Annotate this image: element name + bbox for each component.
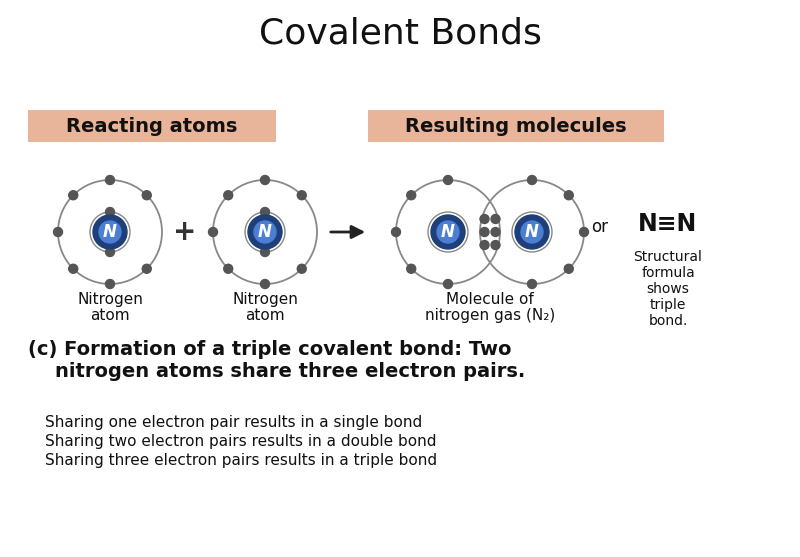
Circle shape [93,215,127,249]
Circle shape [248,215,282,249]
Circle shape [261,208,270,217]
Circle shape [391,227,401,237]
Circle shape [406,264,416,273]
Circle shape [298,190,306,200]
Circle shape [527,175,537,184]
Circle shape [480,214,489,223]
Text: Sharing three electron pairs results in a triple bond: Sharing three electron pairs results in … [45,453,437,468]
Text: Sharing one electron pair results in a single bond: Sharing one electron pair results in a s… [45,415,422,430]
Text: shows: shows [646,282,690,296]
Circle shape [406,190,416,200]
Text: atom: atom [90,308,130,323]
Text: Nitrogen: Nitrogen [77,292,143,307]
Text: nitrogen atoms share three electron pairs.: nitrogen atoms share three electron pair… [28,362,526,381]
Text: or: or [591,218,609,236]
Circle shape [579,227,589,237]
Circle shape [521,221,543,243]
Text: N≡N: N≡N [638,212,698,236]
Circle shape [99,221,121,243]
Text: atom: atom [245,308,285,323]
Circle shape [437,221,459,243]
Circle shape [142,190,151,200]
Text: Covalent Bonds: Covalent Bonds [258,17,542,51]
Circle shape [491,227,500,237]
Text: Nitrogen: Nitrogen [232,292,298,307]
Text: Resulting molecules: Resulting molecules [405,116,627,135]
Circle shape [527,280,537,289]
Circle shape [298,264,306,273]
Text: N: N [103,223,117,241]
Text: Sharing two electron pairs results in a double bond: Sharing two electron pairs results in a … [45,434,437,449]
Circle shape [443,175,453,184]
FancyBboxPatch shape [28,110,276,142]
Circle shape [224,264,233,273]
Text: N: N [258,223,272,241]
Circle shape [69,264,78,273]
Circle shape [443,280,453,289]
Circle shape [480,241,489,250]
Circle shape [491,214,500,223]
Text: +: + [174,218,197,246]
Circle shape [564,264,574,273]
Text: Structural: Structural [634,250,702,264]
Circle shape [261,247,270,257]
Circle shape [106,175,114,184]
Circle shape [261,280,270,289]
Circle shape [564,190,574,200]
Text: N: N [441,223,455,241]
Text: Molecule of: Molecule of [446,292,534,307]
Circle shape [224,190,233,200]
Circle shape [209,227,218,237]
Circle shape [254,221,276,243]
FancyBboxPatch shape [368,110,664,142]
Circle shape [431,215,465,249]
Circle shape [106,208,114,217]
Circle shape [106,280,114,289]
Text: formula: formula [641,266,695,280]
Circle shape [480,227,489,237]
Text: (c) Formation of a triple covalent bond: Two: (c) Formation of a triple covalent bond:… [28,340,511,359]
Circle shape [261,175,270,184]
Circle shape [54,227,62,237]
Text: nitrogen gas (N₂): nitrogen gas (N₂) [425,308,555,323]
Circle shape [515,215,549,249]
Text: N: N [525,223,539,241]
Circle shape [491,241,500,250]
Text: bond.: bond. [648,314,688,328]
Circle shape [106,247,114,257]
Circle shape [142,264,151,273]
Circle shape [69,190,78,200]
Text: Reacting atoms: Reacting atoms [66,116,238,135]
Text: triple: triple [650,298,686,312]
